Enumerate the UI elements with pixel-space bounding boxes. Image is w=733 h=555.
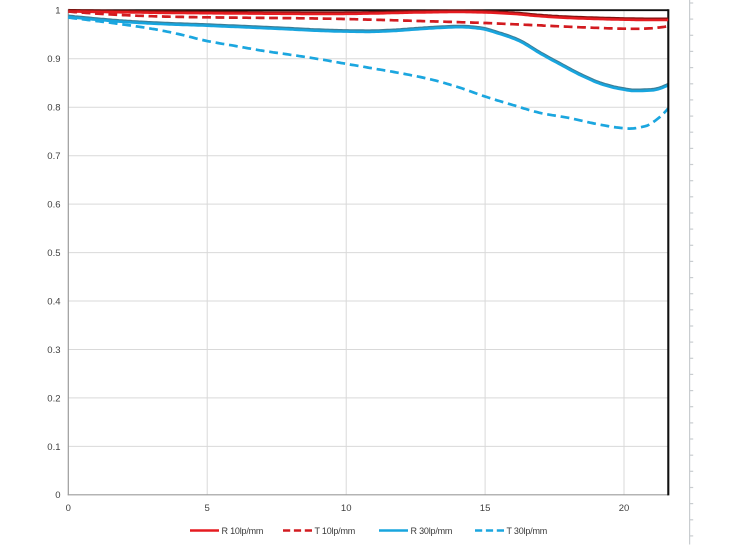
svg-text:5: 5 xyxy=(205,503,210,514)
svg-text:T 10lp/mm: T 10lp/mm xyxy=(315,526,356,536)
svg-text:R 10lp/mm: R 10lp/mm xyxy=(222,526,264,536)
svg-text:0.2: 0.2 xyxy=(47,393,60,404)
svg-text:10: 10 xyxy=(341,503,352,514)
svg-text:R 30lp/mm: R 30lp/mm xyxy=(411,526,453,536)
svg-text:0: 0 xyxy=(66,503,71,514)
svg-text:0.7: 0.7 xyxy=(47,151,60,162)
svg-text:0.6: 0.6 xyxy=(47,200,60,211)
svg-text:0.3: 0.3 xyxy=(47,345,60,356)
svg-text:0.8: 0.8 xyxy=(47,103,60,114)
svg-text:0.1: 0.1 xyxy=(47,442,60,453)
svg-text:15: 15 xyxy=(480,503,491,514)
svg-text:T 30lp/mm: T 30lp/mm xyxy=(507,526,548,536)
svg-text:0.4: 0.4 xyxy=(47,296,60,307)
svg-text:0.9: 0.9 xyxy=(47,54,60,65)
svg-text:0: 0 xyxy=(55,490,60,501)
svg-text:1: 1 xyxy=(55,6,60,17)
svg-text:0.5: 0.5 xyxy=(47,248,60,259)
svg-text:20: 20 xyxy=(619,503,630,514)
